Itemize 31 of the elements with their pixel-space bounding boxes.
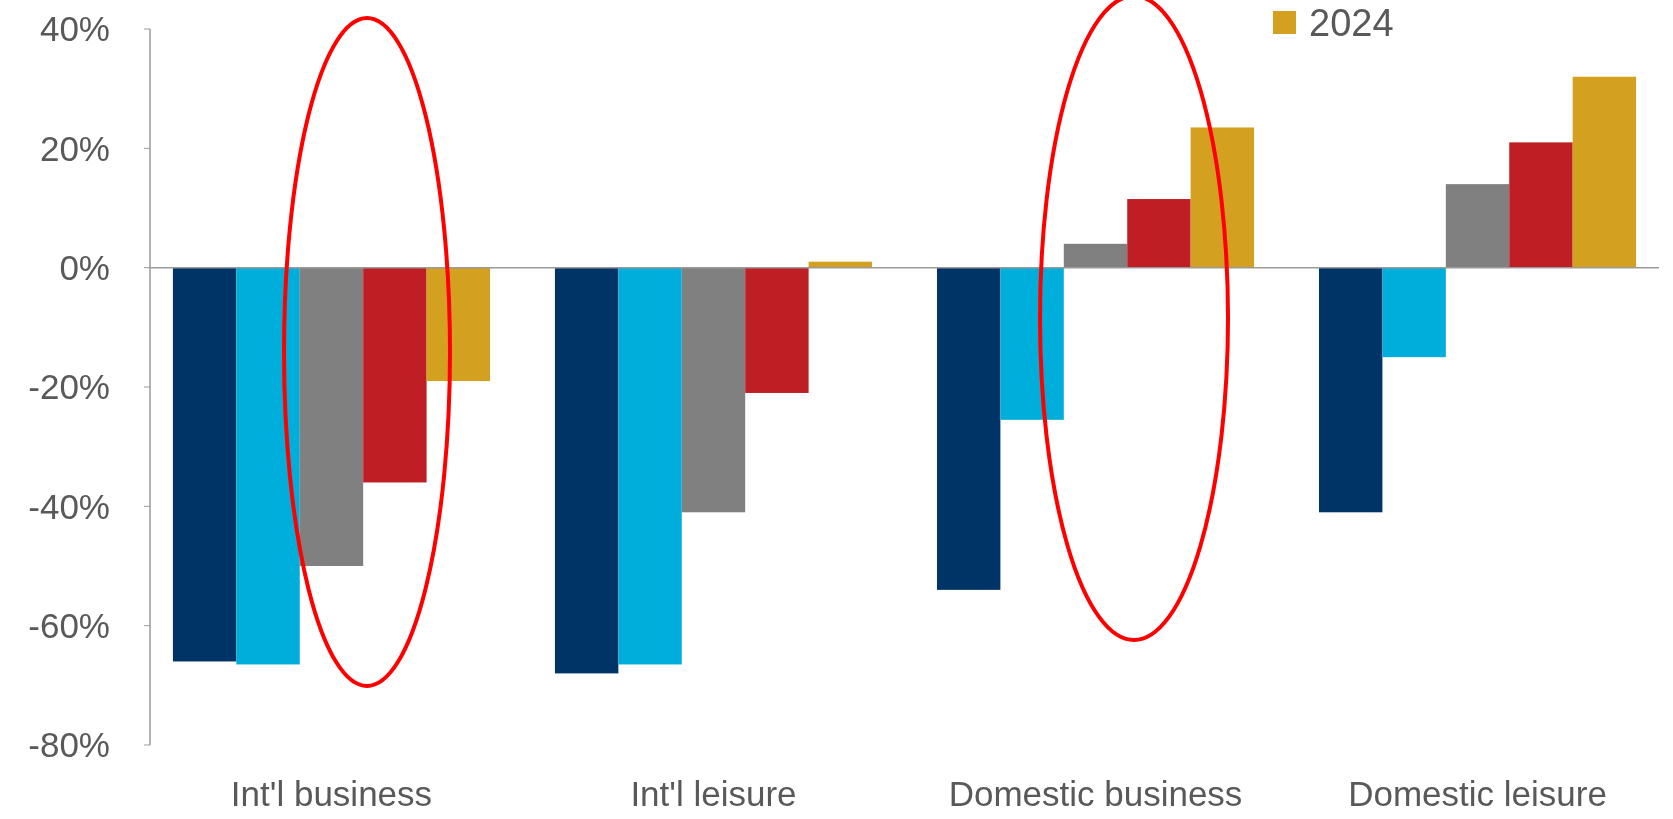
legend-label: 2024 [1309,2,1394,45]
bar [172,267,237,662]
bar [426,267,490,382]
y-tick-label: -80% [28,725,110,765]
bar [936,267,1001,590]
bar [1382,267,1446,358]
x-tick-label: Int'l leisure [630,774,797,813]
bar [1000,267,1064,420]
x-tick-label: Int'l business [230,774,433,813]
bar [745,267,809,393]
y-tick-label: -60% [28,605,110,645]
y-tick-label: 20% [39,128,110,168]
bar [1063,243,1128,268]
y-tick-label: -20% [28,367,110,407]
y-tick-label: 0% [59,247,110,287]
bar [363,267,427,483]
bar [618,267,682,665]
bar [236,267,300,665]
y-tick-label: -40% [28,486,110,526]
x-tick-label: Domestic business [948,774,1243,813]
bar [1509,142,1573,268]
bar [1445,184,1510,268]
bar [299,267,364,566]
bar [1319,267,1383,513]
bar [681,267,746,513]
bar [1127,199,1191,268]
bar [554,267,619,674]
x-tick-label: Domestic leisure [1348,774,1607,813]
bar [1572,76,1637,268]
y-tick-label: 40% [39,9,110,49]
bar [1190,127,1255,268]
